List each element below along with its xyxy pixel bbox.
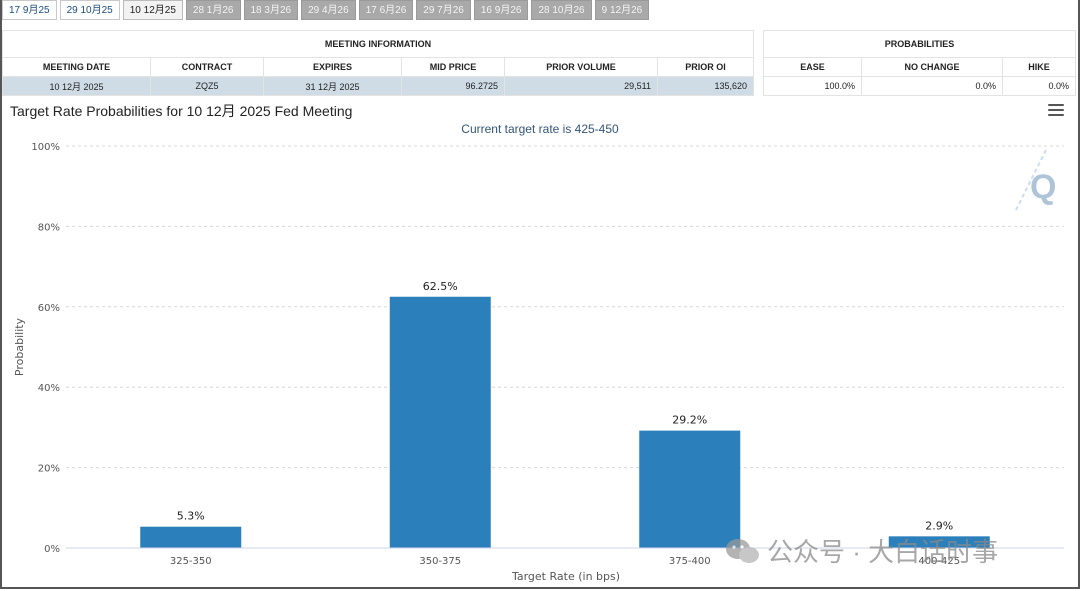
meeting-info-table: MEETING INFORMATION MEETING DATE CONTRAC… [2,30,754,96]
chart-subtitle: Current target rate is 425-450 [461,122,619,136]
bar[interactable] [639,430,741,548]
wechat-icon [726,538,759,563]
table-cell: 96.2725 [401,76,505,96]
tab-meeting[interactable]: 9 12月26 [594,0,650,20]
y-tick-label: 80% [38,222,60,233]
chart-grid [66,145,1064,469]
table-cell: 29,511 [504,76,658,96]
tab-meeting[interactable]: 29 4月26 [301,0,356,20]
chart-bars: 5.3% 62.5% 29.2% 2.9% [140,280,990,548]
data-label: 5.3% [177,510,205,523]
tab-meeting[interactable]: 29 10月25 [59,0,120,20]
bar[interactable] [389,296,491,548]
table-row: 10 12月 2025 ZQZ5 31 12月 2025 96.2725 29,… [2,76,754,96]
y-tick-label: 0% [44,544,60,555]
tab-meeting[interactable]: 16 9月26 [473,0,529,20]
y-tick-label: 20% [38,464,60,475]
tab-meeting[interactable]: 17 6月26 [358,0,414,20]
tab-meeting[interactable]: 28 10月26 [531,0,592,20]
table-cell: 135,620 [657,76,754,96]
y-axis-label: Probability [13,317,26,376]
svg-text:Q: Q [1030,168,1056,206]
meeting-tabs: 17 9月25 29 10月25 10 12月25 28 1月26 18 3月2… [2,0,650,22]
chart-title: Target Rate Probabilities for 10 12月 202… [10,103,353,119]
bar[interactable] [888,536,990,548]
table-row: 100.0% 0.0% 0.0% [763,76,1076,96]
x-tick-label: 325-350 [170,556,212,567]
tab-meeting-active[interactable]: 10 12月25 [122,0,183,20]
data-label: 2.9% [925,519,953,532]
y-tick-label: 100% [31,142,60,153]
watermark-text: 公众号 · 大白话时事 [767,537,999,567]
probabilities-title: PROBABILITIES [763,30,1076,58]
y-tick-label: 60% [38,303,60,314]
y-tick-label: 40% [38,383,60,394]
x-tick-label: 350-375 [419,556,461,567]
x-tick-label: 400-425 [918,556,960,567]
bar[interactable] [140,526,242,548]
watermark: 公众号 · 大白话时事 [725,532,998,569]
table-cell: ZQZ5 [150,76,264,96]
x-tick-label: 375-400 [669,556,711,567]
hamburger-menu-icon[interactable] [1048,104,1064,118]
tab-meeting[interactable]: 28 1月26 [185,0,241,20]
meeting-info-title: MEETING INFORMATION [2,30,754,58]
y-axis-ticks: 0% 20% 40% 60% 80% 100% [31,142,60,555]
tab-meeting[interactable]: 18 3月26 [243,0,299,20]
tab-meeting[interactable]: 17 9月25 [2,0,57,20]
q-logo-icon: Q [1015,149,1056,211]
table-cell: 0.0% [1002,76,1076,96]
probabilities-table: PROBABILITIES EASE NO CHANGE HIKE 100.0%… [763,30,1076,96]
tab-meeting[interactable]: 29 7月26 [416,0,471,20]
data-label: 62.5% [423,280,458,293]
x-axis-label: Target Rate (in bps) [511,570,620,583]
table-cell: 10 12月 2025 [2,76,151,96]
x-axis-ticks: 325-350 350-375 375-400 400-425 [170,556,960,567]
data-label: 29.2% [672,414,707,427]
